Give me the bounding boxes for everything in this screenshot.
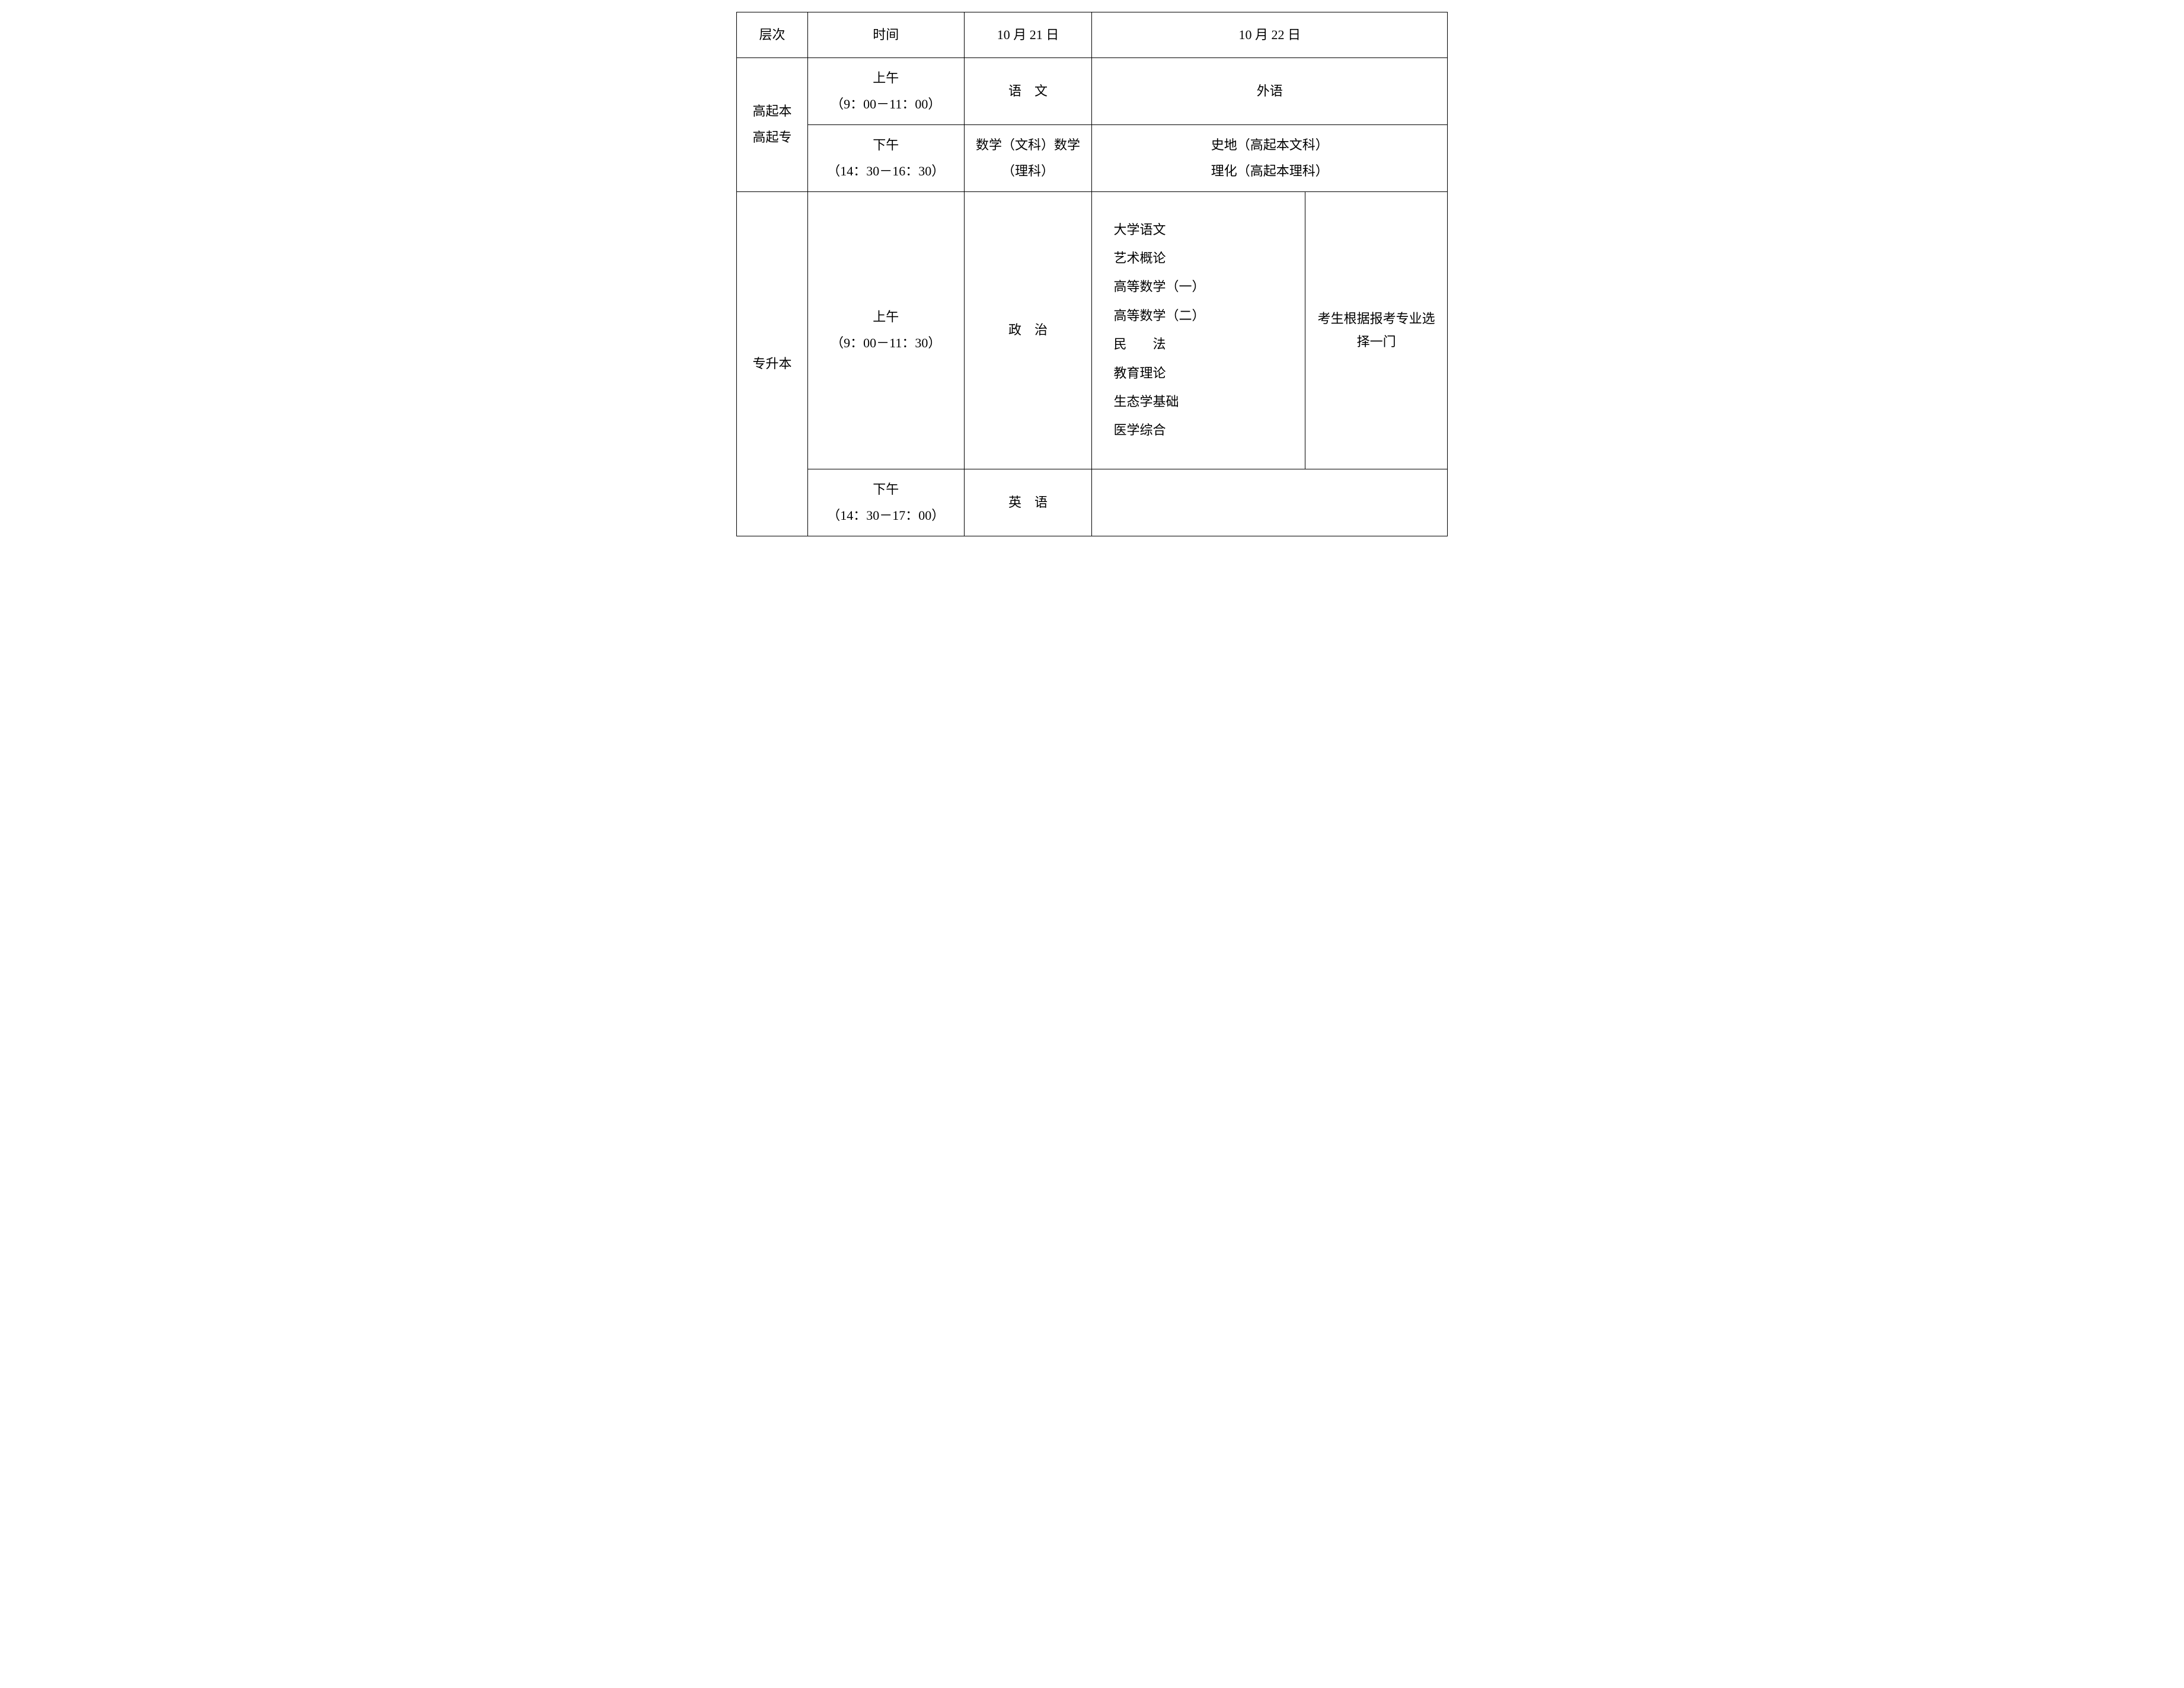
level-gaoqi-line2: 高起专 <box>746 124 798 151</box>
header-day1: 10 月 21 日 <box>964 12 1092 58</box>
level-gaoqi-line1: 高起本 <box>746 98 798 124</box>
header-day2: 10 月 22 日 <box>1092 12 1448 58</box>
subject-item-7: 生态学基础 <box>1113 388 1295 416</box>
header-level: 层次 <box>737 12 808 58</box>
subject-item-8: 医学综合 <box>1113 416 1295 445</box>
zsb-afternoon-row: 下午 （14：30－17：00） 英 语 <box>737 469 1448 536</box>
subject-item-1: 大学语文 <box>1113 216 1295 244</box>
header-time: 时间 <box>807 12 964 58</box>
time-morning2-label: 上午 <box>818 304 954 330</box>
gaoqi-afternoon-row: 下午 （14：30－16：30） 数学（文科）数学（理科） 史地（高起本文科） … <box>737 124 1448 191</box>
time-afternoon2-range: （14：30－17：00） <box>818 503 954 529</box>
gaoqi-morning-row: 高起本 高起专 上午 （9：00－11：00） 语 文 外语 <box>737 57 1448 124</box>
subject-shidi: 史地（高起本文科） <box>1101 132 1438 158</box>
time-afternoon2: 下午 （14：30－17：00） <box>807 469 964 536</box>
time-morning1-range: （9：00－11：00） <box>818 91 954 117</box>
subject-item-6: 教育理论 <box>1113 359 1295 388</box>
time-afternoon2-label: 下午 <box>818 477 954 503</box>
subject-list-cell: 大学语文 艺术概论 高等数学（一） 高等数学（二） 民 法 教育理论 生态学基础… <box>1092 191 1305 469</box>
subject-item-5: 民 法 <box>1113 330 1295 359</box>
subject-math: 数学（文科）数学（理科） <box>964 124 1092 191</box>
subject-zhengzhi: 政 治 <box>964 191 1092 469</box>
subject-item-3: 高等数学（一） <box>1113 273 1295 301</box>
subject-waiyu: 外语 <box>1092 57 1448 124</box>
zsb-morning-row: 专升本 上午 （9：00－11：30） 政 治 大学语文 艺术概论 高等数学（一… <box>737 191 1448 469</box>
header-row: 层次 时间 10 月 21 日 10 月 22 日 <box>737 12 1448 58</box>
subject-lihua: 理化（高起本理科） <box>1101 158 1438 184</box>
time-afternoon1-label: 下午 <box>818 132 954 158</box>
empty-cell <box>1092 469 1448 536</box>
schedule-table: 层次 时间 10 月 21 日 10 月 22 日 高起本 高起专 上午 （9：… <box>736 12 1448 536</box>
level-zhuanshengben: 专升本 <box>737 191 808 536</box>
time-morning2-range: （9：00－11：30） <box>818 330 954 356</box>
subject-item-2: 艺术概论 <box>1113 244 1295 273</box>
time-morning1: 上午 （9：00－11：00） <box>807 57 964 124</box>
time-morning1-label: 上午 <box>818 65 954 91</box>
time-afternoon1-range: （14：30－16：30） <box>818 158 954 184</box>
time-morning2: 上午 （9：00－11：30） <box>807 191 964 469</box>
subject-note: 考生根据报考专业选择一门 <box>1305 191 1448 469</box>
level-gaoqi: 高起本 高起专 <box>737 57 808 191</box>
subject-item-4: 高等数学（二） <box>1113 302 1295 330</box>
subject-shidi-lihua: 史地（高起本文科） 理化（高起本理科） <box>1092 124 1448 191</box>
subject-yuwen: 语 文 <box>964 57 1092 124</box>
time-afternoon1: 下午 （14：30－16：30） <box>807 124 964 191</box>
subject-list: 大学语文 艺术概论 高等数学（一） 高等数学（二） 民 法 教育理论 生态学基础… <box>1101 216 1295 445</box>
subject-yingyu: 英 语 <box>964 469 1092 536</box>
